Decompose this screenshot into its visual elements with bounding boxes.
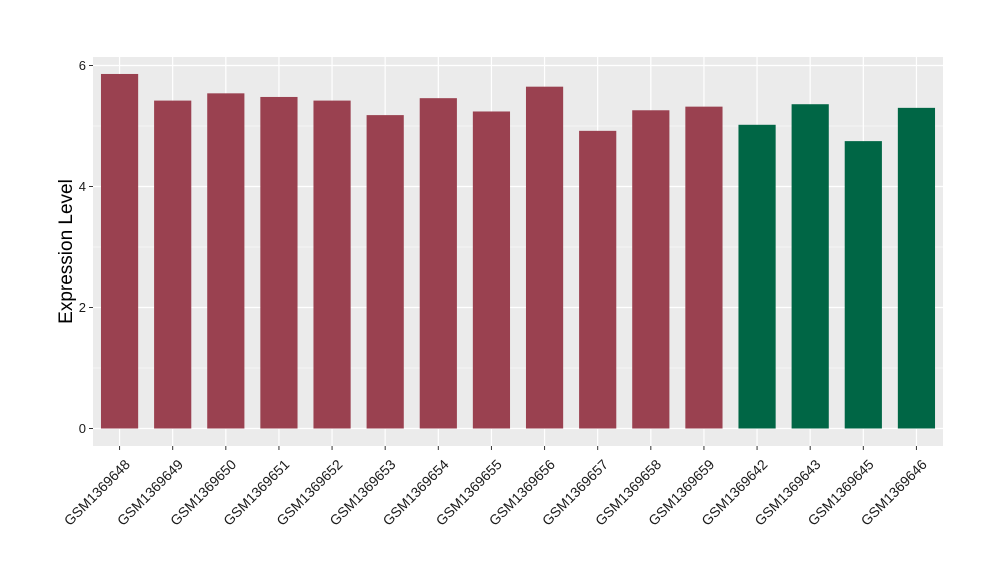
- y-axis-title: Expression Level: [56, 179, 77, 324]
- bars: [100, 73, 936, 429]
- y-axis: 0 2 4 6: [79, 58, 93, 436]
- bar-GSM1369657: [579, 130, 617, 429]
- bar-GSM1369658: [632, 110, 670, 429]
- y-tick-label: 2: [79, 300, 86, 315]
- bar-GSM1369645: [844, 141, 882, 429]
- bar-GSM1369652: [313, 100, 351, 429]
- x-axis: GSM1369648GSM1369649GSM1369650GSM1369651…: [61, 446, 930, 529]
- bar-GSM1369649: [154, 100, 192, 429]
- y-tick-label: 0: [79, 421, 86, 436]
- bar-GSM1369650: [207, 93, 245, 429]
- bar-GSM1369659: [685, 106, 723, 429]
- y-tick-label: 4: [79, 179, 86, 194]
- bar-GSM1369651: [260, 96, 298, 429]
- bar-GSM1369656: [525, 86, 564, 429]
- bar-GSM1369655: [472, 111, 511, 429]
- bar-GSM1369653: [366, 115, 404, 429]
- bar-GSM1369642: [738, 124, 776, 429]
- bar-GSM1369646: [897, 107, 936, 429]
- bar-GSM1369643: [791, 104, 829, 429]
- y-tick-label: 6: [79, 58, 86, 73]
- bar-GSM1369654: [419, 98, 457, 429]
- bar-GSM1369648: [100, 73, 139, 429]
